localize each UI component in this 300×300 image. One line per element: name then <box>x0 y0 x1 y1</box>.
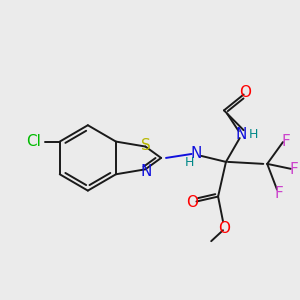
Text: O: O <box>240 85 252 100</box>
Text: S: S <box>142 138 151 153</box>
Text: O: O <box>218 221 230 236</box>
Text: N: N <box>191 146 202 161</box>
Text: F: F <box>290 162 298 177</box>
Text: Cl: Cl <box>26 134 41 149</box>
Text: N: N <box>141 164 152 179</box>
Text: F: F <box>281 134 290 148</box>
Text: H: H <box>249 128 258 141</box>
Text: O: O <box>187 195 199 210</box>
Text: N: N <box>236 127 248 142</box>
Text: F: F <box>274 186 284 201</box>
Text: H: H <box>185 156 194 170</box>
